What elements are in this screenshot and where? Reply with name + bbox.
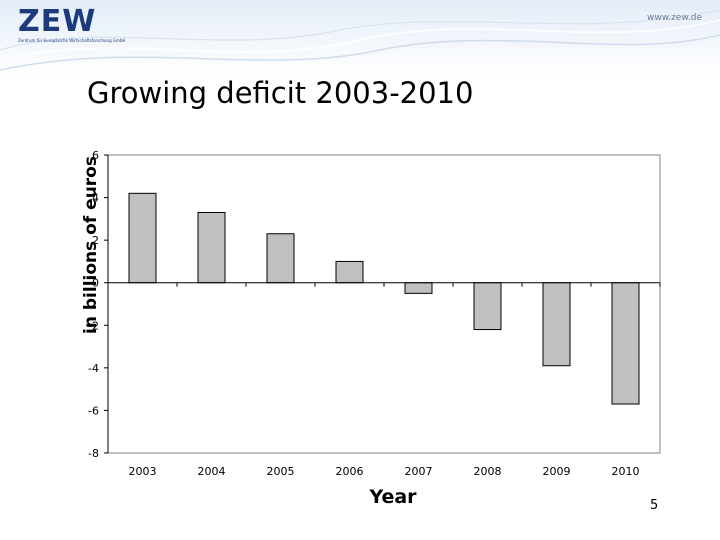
zew-logo[interactable]: ZEW Zentrum für Europäische Wirtschaftsf… <box>18 6 128 56</box>
bar-2007 <box>404 282 433 294</box>
y-tick-label: 0 <box>92 277 99 290</box>
y-tick-label: 4 <box>92 192 99 205</box>
page-number: 5 <box>650 498 659 513</box>
x-axis-label: Year <box>369 486 417 508</box>
bar-2010 <box>611 282 640 405</box>
x-tick-label: 2004 <box>198 465 226 478</box>
y-tick-label: 2 <box>92 234 99 247</box>
y-tick-label: -6 <box>88 404 99 417</box>
bar-2005 <box>266 233 295 284</box>
y-tick-label: -8 <box>88 447 99 460</box>
y-tick-label: -2 <box>88 319 99 332</box>
bar-2004 <box>197 211 226 284</box>
header-wave-decoration <box>0 9 720 71</box>
x-tick-label: 2008 <box>474 465 502 478</box>
bar-2008 <box>473 282 502 331</box>
x-tick-label: 2009 <box>543 465 571 478</box>
header-band: ZEW Zentrum für Europäische Wirtschaftsf… <box>0 0 720 78</box>
logo-text: ZEW <box>18 4 97 39</box>
slide-title: Growing deficit 2003-2010 <box>87 76 474 110</box>
bar-2003 <box>128 192 157 284</box>
plot-area <box>107 154 661 454</box>
x-tick-label: 2003 <box>129 465 157 478</box>
x-tick-label: 2007 <box>405 465 433 478</box>
x-tick-label: 2010 <box>612 465 640 478</box>
bar-2006 <box>335 260 364 284</box>
logo-tagline: Zentrum für Europäische Wirtschaftsforsc… <box>18 38 126 43</box>
website-url[interactable]: www.zew.de <box>646 13 702 23</box>
y-tick-label: -4 <box>88 362 99 375</box>
x-tick-label: 2005 <box>267 465 295 478</box>
bar-2009 <box>542 282 571 367</box>
x-tick-label: 2006 <box>336 465 364 478</box>
y-tick-label: 6 <box>92 149 99 162</box>
